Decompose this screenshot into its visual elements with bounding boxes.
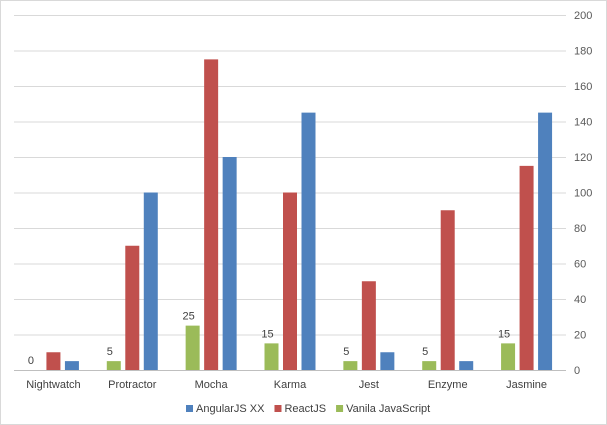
x-tick-label: Jest: [359, 379, 379, 391]
x-tick-label: Enzyme: [428, 379, 468, 391]
x-tick-label: Mocha: [195, 379, 229, 391]
y-tick-label: 120: [574, 152, 592, 164]
bar: [222, 157, 237, 370]
data-label: 5: [422, 346, 428, 358]
y-tick-label: 0: [574, 365, 580, 377]
bar: [283, 192, 297, 370]
legend-label: Vanila JavaScript: [346, 403, 430, 415]
y-axis-tick-labels: 0 20 40 60 80 100 120 140 160 180 200: [574, 10, 592, 377]
x-tick-label: Protractor: [108, 379, 157, 391]
gridlines: [14, 15, 566, 336]
bar: [204, 59, 219, 370]
bar: [459, 361, 474, 370]
legend-swatch: [186, 405, 193, 412]
bar: [106, 361, 121, 370]
bar: [46, 352, 61, 370]
bar: [440, 210, 455, 370]
data-label: 15: [498, 328, 510, 340]
y-tick-label: 200: [574, 10, 592, 22]
x-tick-label: Nightwatch: [26, 379, 80, 391]
bars: [46, 59, 553, 370]
y-tick-label: 40: [574, 294, 586, 306]
bar: [422, 361, 437, 370]
bar: [301, 112, 316, 370]
bar: [64, 361, 79, 370]
data-label: 0: [28, 355, 34, 367]
bar: [538, 112, 553, 370]
data-label: 15: [261, 328, 273, 340]
y-tick-label: 60: [574, 259, 586, 271]
data-label: 5: [343, 346, 349, 358]
x-tick-label: Karma: [274, 379, 307, 391]
x-tick-label: Jasmine: [506, 379, 547, 391]
y-tick-label: 140: [574, 117, 592, 129]
bar: [380, 352, 395, 370]
legend-swatch: [336, 405, 344, 412]
bar: [519, 165, 534, 370]
data-label: 5: [107, 346, 113, 358]
legend: AngularJS XX ReactJS Vanila JavaScript: [186, 403, 430, 415]
bar: [125, 245, 140, 370]
bar: [185, 325, 200, 370]
y-tick-label: 180: [574, 46, 592, 58]
data-labels: 0 5 25 15 5 5 15: [28, 311, 510, 367]
bar: [501, 343, 516, 370]
y-tick-label: 80: [574, 223, 586, 235]
y-tick-label: 160: [574, 81, 592, 93]
y-tick-label: 100: [574, 188, 592, 200]
legend-label: AngularJS XX: [196, 403, 265, 415]
bar: [143, 192, 158, 370]
legend-label: ReactJS: [284, 403, 326, 415]
legend-swatch: [274, 405, 282, 412]
data-label: 25: [183, 311, 195, 323]
bar: [264, 343, 279, 370]
bar: [361, 281, 376, 370]
y-tick-label: 20: [574, 330, 586, 342]
bar: [343, 361, 358, 370]
x-axis-category-labels: Nightwatch Protractor Mocha Karma Jest Enzyme…: [26, 379, 547, 391]
